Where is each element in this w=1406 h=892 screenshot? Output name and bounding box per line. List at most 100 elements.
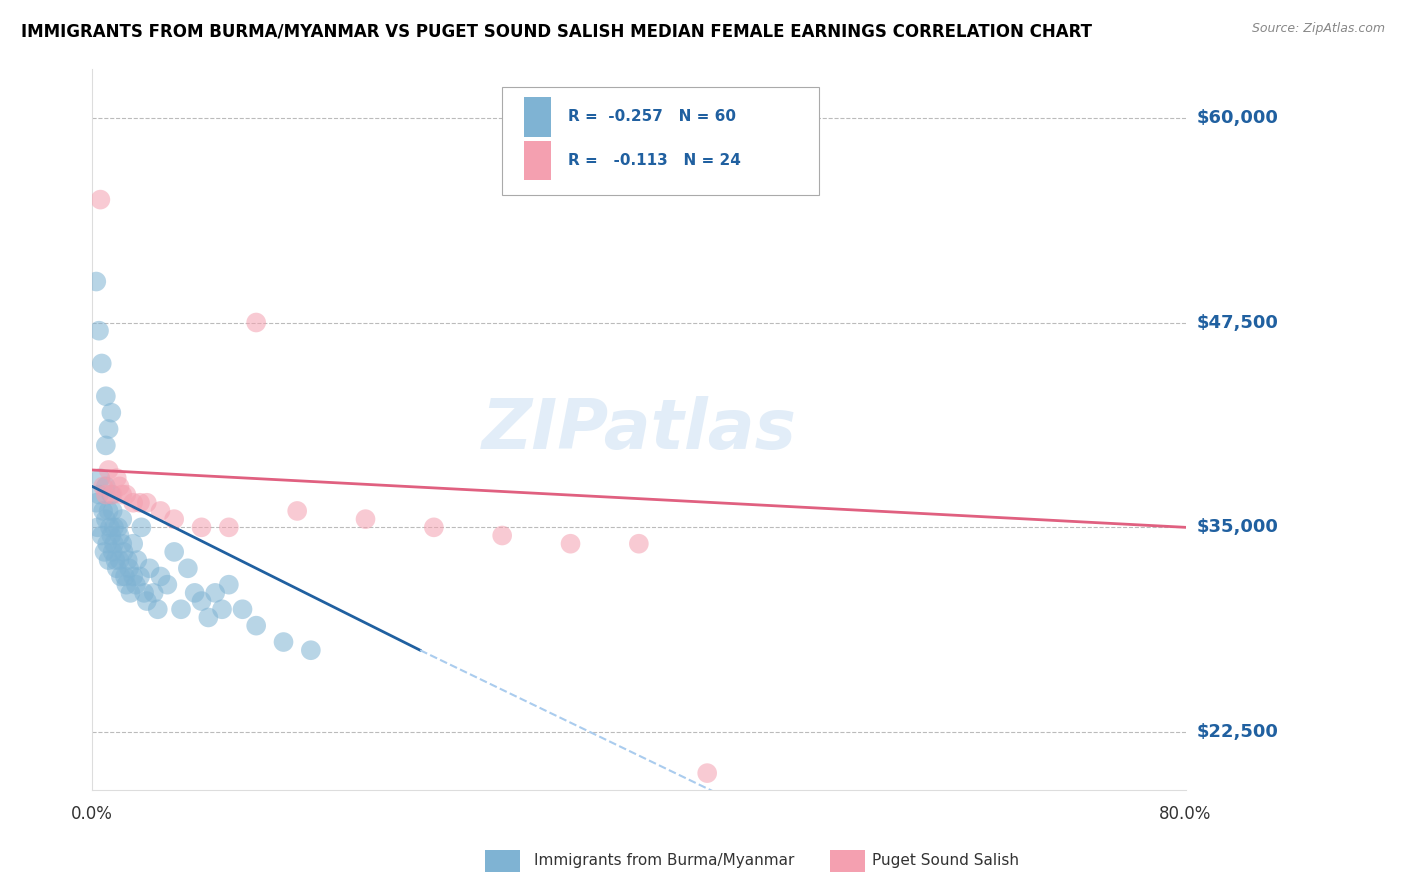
- Point: [204, 586, 226, 600]
- Point: [97, 504, 120, 518]
- FancyBboxPatch shape: [502, 87, 820, 194]
- Point: [163, 545, 186, 559]
- Text: R =   -0.113   N = 24: R = -0.113 N = 24: [568, 153, 741, 168]
- Point: [110, 569, 132, 583]
- Point: [115, 487, 138, 501]
- Point: [112, 545, 135, 559]
- Point: [129, 496, 152, 510]
- Point: [111, 512, 134, 526]
- Text: Immigrants from Burma/Myanmar: Immigrants from Burma/Myanmar: [534, 854, 794, 868]
- Point: [100, 528, 122, 542]
- Point: [114, 569, 136, 583]
- Point: [138, 561, 160, 575]
- Point: [91, 479, 114, 493]
- Point: [285, 504, 308, 518]
- Point: [84, 275, 107, 289]
- Point: [190, 520, 212, 534]
- Point: [245, 316, 267, 330]
- Point: [97, 422, 120, 436]
- Text: R =  -0.257   N = 60: R = -0.257 N = 60: [568, 110, 735, 124]
- Point: [132, 586, 155, 600]
- Point: [163, 512, 186, 526]
- Point: [423, 520, 446, 534]
- Point: [115, 577, 138, 591]
- Point: [190, 594, 212, 608]
- Point: [299, 643, 322, 657]
- Point: [129, 569, 152, 583]
- Point: [94, 438, 117, 452]
- Point: [101, 487, 124, 501]
- Point: [89, 193, 111, 207]
- Point: [105, 561, 128, 575]
- Point: [94, 479, 117, 493]
- Point: [94, 487, 117, 501]
- Point: [560, 537, 582, 551]
- Point: [127, 553, 149, 567]
- Text: $47,500: $47,500: [1197, 313, 1278, 332]
- FancyBboxPatch shape: [524, 97, 551, 137]
- Point: [100, 487, 122, 501]
- Point: [197, 610, 219, 624]
- Point: [122, 496, 145, 510]
- Point: [135, 594, 157, 608]
- Point: [149, 504, 172, 518]
- Point: [111, 487, 134, 501]
- Point: [125, 577, 148, 591]
- Point: [122, 537, 145, 551]
- Point: [104, 553, 127, 567]
- Point: [87, 487, 110, 501]
- Point: [111, 537, 134, 551]
- Point: [211, 602, 233, 616]
- Point: [117, 553, 139, 567]
- Point: [108, 479, 131, 493]
- Point: [90, 356, 112, 370]
- Point: [84, 496, 107, 510]
- Point: [96, 537, 118, 551]
- Point: [86, 520, 108, 534]
- Point: [135, 496, 157, 510]
- Point: [101, 545, 124, 559]
- Point: [170, 602, 193, 616]
- Point: [94, 512, 117, 526]
- Point: [90, 528, 112, 542]
- Point: [156, 577, 179, 591]
- Text: ZIPatlas: ZIPatlas: [481, 395, 796, 463]
- Point: [108, 528, 131, 542]
- Text: $60,000: $60,000: [1197, 109, 1278, 127]
- Point: [105, 471, 128, 485]
- Point: [118, 561, 141, 575]
- Point: [696, 766, 718, 780]
- Point: [89, 471, 111, 485]
- Point: [627, 537, 650, 551]
- Text: $35,000: $35,000: [1197, 518, 1278, 536]
- Point: [354, 512, 377, 526]
- Point: [103, 520, 125, 534]
- Point: [218, 577, 240, 591]
- Text: $22,500: $22,500: [1197, 723, 1278, 741]
- Point: [122, 569, 145, 583]
- Point: [245, 618, 267, 632]
- Point: [91, 504, 114, 518]
- Point: [101, 504, 124, 518]
- Point: [107, 520, 129, 534]
- Point: [87, 324, 110, 338]
- Point: [108, 553, 131, 567]
- Point: [149, 569, 172, 583]
- Text: Source: ZipAtlas.com: Source: ZipAtlas.com: [1251, 22, 1385, 36]
- Point: [93, 545, 115, 559]
- Point: [218, 520, 240, 534]
- Point: [94, 389, 117, 403]
- Point: [142, 586, 165, 600]
- Point: [231, 602, 253, 616]
- Point: [98, 520, 121, 534]
- Point: [177, 561, 200, 575]
- Point: [146, 602, 169, 616]
- Point: [491, 528, 513, 542]
- Point: [131, 520, 153, 534]
- Point: [120, 586, 142, 600]
- Point: [273, 635, 295, 649]
- Text: Puget Sound Salish: Puget Sound Salish: [872, 854, 1019, 868]
- Point: [97, 553, 120, 567]
- Point: [97, 463, 120, 477]
- FancyBboxPatch shape: [524, 141, 551, 180]
